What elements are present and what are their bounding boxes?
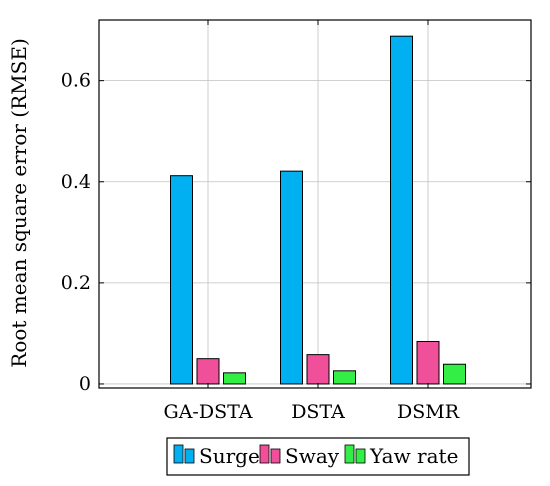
bar-sway (416, 340, 440, 385)
bar-yaw-rate (333, 370, 356, 385)
y-tick-label: 0.4 (61, 171, 91, 193)
legend-swatch (344, 444, 355, 464)
legend-swatch (270, 448, 281, 464)
y-axis-label: Root mean square error (RMSE) (7, 38, 31, 367)
bar-surge (170, 175, 193, 385)
axis-ticks: 0 0.2 0.4 0.6 GA-DSTA DSTA DSMR (61, 20, 531, 423)
grid (99, 20, 531, 388)
legend-label: Surge (199, 444, 260, 468)
x-tick-label: DSTA (291, 401, 345, 423)
y-tick-label: 0.6 (61, 70, 91, 92)
legend-swatch (184, 448, 195, 464)
legend-box (166, 437, 470, 476)
bar-yaw-rate (223, 372, 246, 385)
bar-sway (196, 358, 220, 385)
bar-sway (306, 354, 330, 385)
y-tick-label: 0.2 (61, 272, 91, 294)
bar-yaw-rate (443, 363, 466, 385)
bars (170, 35, 466, 385)
legend-swatch (355, 448, 366, 464)
legend-label: Sway (285, 444, 340, 468)
legend-label: Yaw rate (369, 444, 458, 468)
y-tick-label: 0 (79, 373, 91, 395)
legend-swatch (173, 444, 184, 464)
x-tick-label: DSMR (397, 401, 460, 423)
x-tick-label: GA-DSTA (164, 401, 253, 423)
bar-surge (280, 170, 303, 385)
plot-frame (98, 19, 532, 389)
legend-swatch (259, 444, 270, 464)
bar-surge (390, 35, 413, 385)
legend: Surge Sway Yaw rate (166, 437, 470, 476)
